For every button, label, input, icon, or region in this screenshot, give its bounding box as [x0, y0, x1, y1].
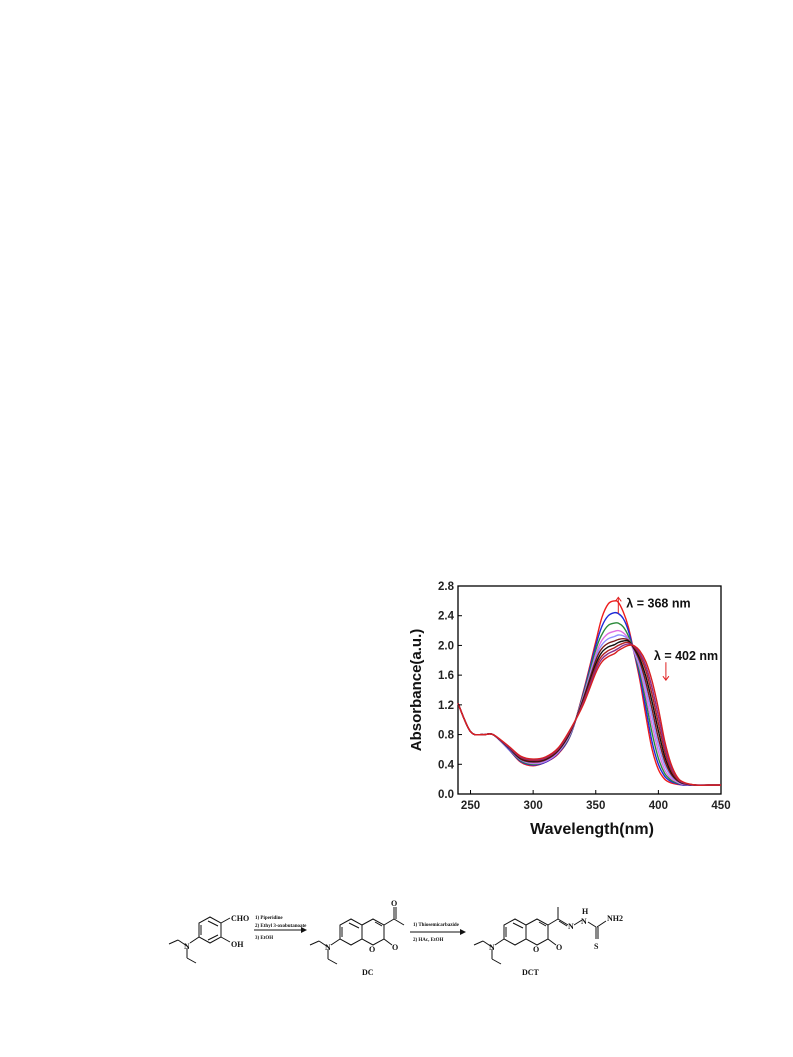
- step2-reagent-1: 1) Thiosemicarbazide: [413, 923, 460, 928]
- annotation-label-1: λ = 368 nm: [626, 596, 690, 610]
- dct-structure: [473, 907, 607, 965]
- n-imine-label: N: [568, 922, 574, 931]
- step2-reagent-2: 2) HAc, EtOH: [413, 938, 444, 943]
- step1-reagent-3: 3) EtOH: [255, 936, 273, 941]
- o-carbonyl-label-2: O: [556, 943, 562, 952]
- y-tick-label: 0.0: [438, 789, 454, 801]
- y-tick-label: 2.0: [438, 640, 454, 652]
- series-line-3: [457, 622, 721, 786]
- starting-material-structure: [168, 916, 231, 964]
- series-line-10: [457, 644, 721, 787]
- step1-reagent-1: 1) Piperidine: [255, 916, 283, 921]
- x-axis: 250 300 350 400 450: [461, 790, 731, 812]
- dc-label: DC: [362, 968, 374, 977]
- n-label-1: N: [184, 942, 190, 951]
- x-tick-label: 450: [711, 800, 730, 812]
- annotation-arrowhead-2: [662, 675, 670, 682]
- n-label-2: N: [325, 943, 331, 952]
- cho-label: CHO: [231, 914, 249, 923]
- annotation-label-2: λ = 402 nm: [654, 649, 718, 663]
- y-tick-label: 0.8: [438, 730, 455, 742]
- series-line-2: [457, 611, 721, 786]
- plot-frame: [457, 585, 722, 795]
- y-tick-label: 0.4: [438, 759, 455, 771]
- dc-structure: [309, 907, 405, 965]
- nh2-label: NH2: [607, 914, 623, 923]
- series-line-1: [457, 600, 721, 786]
- o-acetyl-label: O: [391, 899, 397, 908]
- h-label: H: [582, 907, 589, 916]
- o-ring-label-1: O: [369, 945, 375, 954]
- x-tick-label: 350: [586, 800, 605, 812]
- series-line-8: [457, 641, 721, 786]
- absorbance-chart: 250 300 350 400 450 0.0 0.4 0.8 1.2 1.6 2.0 2.4 2.8…: [408, 581, 731, 838]
- annotations: λ = 368 nm λ = 402 nm: [614, 596, 718, 682]
- synthesis-scheme: CHO OH N 1) Piperidine 2) Ethyl 3-oxobut…: [168, 899, 623, 977]
- series-group: [457, 600, 721, 787]
- n-label-3: N: [489, 943, 495, 952]
- oh-label: OH: [231, 940, 244, 949]
- x-tick-label: 300: [524, 800, 543, 812]
- x-tick-label: 400: [649, 800, 668, 812]
- x-tick-label: 250: [461, 800, 480, 812]
- y-axis: 0.0 0.4 0.8 1.2 1.6 2.0 2.4 2.8: [438, 581, 462, 801]
- y-tick-label: 2.4: [438, 611, 455, 623]
- step1-reagent-2: 2) Ethyl 3-oxobutanoate: [255, 924, 307, 929]
- nh-label: N: [581, 917, 587, 926]
- x-axis-label: Wavelength(nm): [530, 821, 654, 838]
- y-tick-label: 1.2: [438, 700, 454, 712]
- s-label: S: [594, 942, 599, 951]
- o-ring-label-2: O: [533, 945, 539, 954]
- o-carbonyl-label-1: O: [392, 943, 398, 952]
- y-tick-label: 1.6: [438, 670, 454, 682]
- annotation-arrowhead-1: [614, 596, 622, 602]
- y-tick-label: 2.8: [438, 581, 455, 593]
- dct-label: DCT: [522, 968, 540, 977]
- plot-area: 250 300 350 400 450 0.0 0.4 0.8 1.2 1.6 2.0 2.4 2.8…: [438, 581, 731, 812]
- y-axis-label: Absorbance(a.u.): [408, 629, 425, 752]
